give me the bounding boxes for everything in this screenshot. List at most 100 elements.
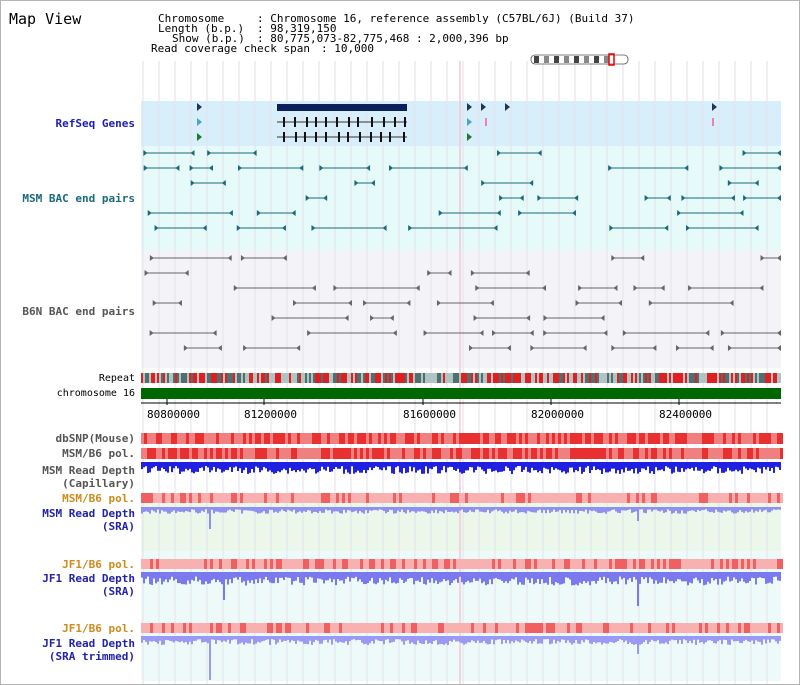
pol-cell: [327, 493, 330, 503]
pol-cell: [201, 623, 204, 633]
repeat-segment: [211, 373, 213, 383]
repeat-segment: [661, 373, 663, 383]
jf1-b6-pol-label-1[interactable]: JF1/B6 pol.: [62, 558, 135, 571]
depth-bar-jf1-trim: [653, 636, 655, 642]
depth-bar-jf1-sra: [681, 572, 683, 582]
repeat-segment: [241, 373, 243, 383]
depth-bar-msm-sra: [479, 507, 481, 512]
depth-bar-jf1-trim: [271, 636, 273, 640]
depth-bar-capillary: [745, 462, 747, 469]
depth-bar-capillary: [703, 462, 705, 474]
depth-bar-msm-sra: [583, 507, 585, 512]
repeat-segment: [633, 373, 635, 383]
depth-bar-jf1-trim: [649, 636, 651, 642]
depth-bar-capillary: [141, 462, 143, 470]
depth-bar-jf1-sra: [747, 572, 749, 583]
depth-bar-capillary: [701, 462, 703, 470]
msm-b6-pol-label-2[interactable]: MSM/B6 pol.: [62, 492, 135, 505]
depth-bar-jf1-sra: [649, 572, 651, 578]
depth-bar-jf1-trim: [207, 636, 209, 644]
msm-depth-capillary-label[interactable]: MSM Read Depth: [42, 464, 135, 477]
depth-bar-capillary: [707, 462, 709, 471]
axis-tick-2: 81200000: [244, 408, 297, 421]
jf1-depth-trimmed-label[interactable]: JF1 Read Depth: [42, 637, 135, 650]
repeat-segment: [643, 373, 645, 383]
depth-bar-jf1-trim: [473, 636, 475, 642]
pol-cell: [693, 493, 696, 503]
repeat-segment: [717, 373, 719, 383]
depth-bar-jf1-trim: [715, 636, 717, 644]
depth-bar-jf1-trim: [763, 636, 765, 640]
depth-bar-jf1-trim: [723, 636, 725, 640]
depth-bar-jf1-trim: [597, 636, 599, 643]
dbsnp-label[interactable]: dbSNP(Mouse): [55, 432, 135, 445]
depth-bar-capillary: [421, 462, 423, 474]
b6n-bac-pair-end: [406, 300, 411, 306]
depth-bar-jf1-sra: [497, 572, 499, 580]
msm-depth-sra-label[interactable]: MSM Read Depth: [42, 507, 135, 520]
repeat-segment: [247, 373, 249, 383]
depth-bar-jf1-trim: [511, 636, 513, 642]
pol-cell: [405, 493, 408, 503]
repeat-segment: [507, 373, 509, 383]
msm-b6-pol-label-1[interactable]: MSM/B6 pol.: [62, 447, 135, 460]
jf1-b6-pol-label-2[interactable]: JF1/B6 pol.: [62, 622, 135, 635]
depth-bar-msm-sra: [613, 507, 615, 510]
pol-cell: [714, 448, 717, 459]
pol-cell: [609, 448, 612, 459]
depth-bar-jf1-trim: [573, 636, 575, 644]
pol-cell: [600, 493, 603, 503]
depth-bar-jf1-sra: [635, 572, 637, 580]
gene-arrow: [467, 118, 472, 126]
pol-cell: [453, 433, 456, 444]
depth-bar-capillary: [641, 462, 643, 469]
pol-cell: [174, 493, 177, 503]
depth-bar-jf1-sra: [175, 572, 177, 580]
pol-cell: [198, 559, 201, 569]
depth-bar-jf1-sra: [515, 572, 517, 578]
depth-bar-msm-sra: [277, 507, 279, 513]
depth-bar-jf1-sra: [179, 572, 181, 584]
pol-cell: [633, 559, 636, 569]
depth-bar-msm-sra: [545, 507, 547, 514]
depth-bar-jf1-trim: [263, 636, 265, 641]
depth-bar-capillary: [619, 462, 621, 474]
depth-bar-capillary: [709, 462, 711, 471]
pol-cell: [285, 433, 288, 444]
pol-cell: [555, 623, 558, 633]
pol-cell: [600, 623, 603, 633]
jf1-depth-sra-sub: (SRA): [101, 585, 135, 598]
pol-cell: [351, 433, 354, 444]
depth-bar-msm-sra: [459, 507, 461, 511]
repeat-segment: [395, 373, 397, 383]
repeat-segment: [531, 373, 533, 383]
pol-cell: [216, 433, 219, 444]
depth-bar-capillary: [177, 462, 179, 469]
depth-bar-jf1-sra: [255, 572, 257, 580]
depth-bar-jf1-sra: [757, 572, 759, 578]
msm-bac-pair-end: [499, 195, 504, 201]
depth-bar-msm-sra: [257, 507, 259, 514]
pol-cell: [771, 448, 774, 459]
pol-cell: [780, 448, 783, 459]
msm-bac-label[interactable]: MSM BAC end pairs: [22, 192, 135, 205]
depth-bar-msm-sra: [489, 507, 491, 514]
repeat-segment: [385, 373, 387, 383]
depth-bar-jf1-trim: [279, 636, 281, 640]
jf1-depth-sra-label[interactable]: JF1 Read Depth: [42, 572, 135, 585]
pol-cell: [597, 433, 600, 444]
refseq-genes-label[interactable]: RefSeq Genes: [55, 117, 135, 130]
pol-cell: [501, 559, 504, 569]
depth-bar-jf1-sra: [667, 572, 669, 580]
depth-bar-msm-sra: [747, 507, 749, 513]
depth-bar-jf1-sra: [537, 572, 539, 579]
pol-cell: [756, 623, 759, 633]
b6n-bac-label[interactable]: B6N BAC end pairs: [22, 305, 135, 318]
pol-cell: [150, 559, 153, 569]
msm-bac-pair-end: [777, 165, 781, 171]
depth-bar-capillary: [477, 462, 479, 467]
depth-bar-jf1-trim: [339, 636, 341, 642]
depth-bar-jf1-sra: [577, 572, 579, 586]
pol-cell: [468, 559, 471, 569]
